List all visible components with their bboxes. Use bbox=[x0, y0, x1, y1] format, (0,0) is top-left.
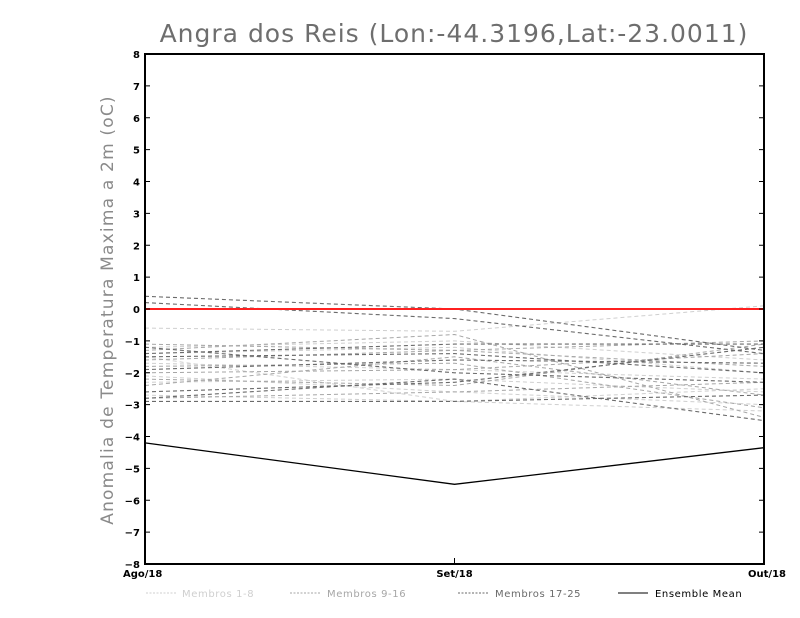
member-line-m14 bbox=[144, 333, 765, 418]
y-tick-label: 6 bbox=[133, 114, 140, 125]
y-tick-label: 4 bbox=[133, 178, 140, 189]
ensemble-mean-line bbox=[144, 442, 765, 485]
y-tick-label: −2 bbox=[125, 369, 140, 380]
x-tick-label: Set/18 bbox=[436, 569, 472, 580]
member-line-m17 bbox=[144, 295, 765, 351]
series-layer bbox=[144, 295, 765, 485]
member-line-m12 bbox=[144, 356, 765, 396]
member-line-m10 bbox=[144, 349, 765, 367]
member-line-m23 bbox=[144, 378, 765, 422]
member-line-m22 bbox=[145, 394, 765, 402]
y-tick-label: 1 bbox=[133, 273, 140, 284]
y-tick-label: 8 bbox=[133, 50, 140, 61]
member-line-m21 bbox=[144, 346, 765, 393]
y-tick-label: 5 bbox=[133, 146, 140, 157]
x-tick-label: Ago/18 bbox=[123, 569, 162, 580]
member-line-m7 bbox=[144, 356, 765, 412]
y-tick-label: −1 bbox=[125, 337, 140, 348]
member-line-m15 bbox=[144, 343, 765, 387]
legend-label-m17_25: Membros 17-25 bbox=[495, 589, 581, 600]
y-tick-label: 0 bbox=[133, 305, 140, 316]
y-tick-label: 3 bbox=[133, 209, 140, 220]
member-line-m13 bbox=[144, 381, 765, 399]
x-tick-label: Out/18 bbox=[748, 569, 786, 580]
member-line-m1 bbox=[144, 305, 765, 332]
member-line-m11 bbox=[144, 353, 765, 374]
y-tick-label: −4 bbox=[125, 433, 140, 444]
legend-label-m1_8: Membros 1-8 bbox=[182, 589, 254, 600]
member-line-m8 bbox=[144, 346, 765, 374]
y-tick-label: 2 bbox=[133, 241, 140, 252]
y-tick-label: −6 bbox=[125, 496, 140, 507]
y-tick-label: −7 bbox=[125, 528, 140, 539]
y-tick-label: 7 bbox=[133, 82, 140, 93]
member-line-m2 bbox=[144, 340, 765, 361]
member-line-m25 bbox=[144, 346, 765, 383]
legend-label-m9_16: Membros 9-16 bbox=[327, 589, 406, 600]
chart-title: Angra dos Reis (Lon:-44.3196,Lat:-23.001… bbox=[160, 19, 749, 48]
legend-label-mean: Ensemble Mean bbox=[655, 589, 742, 600]
y-tick-label: −5 bbox=[125, 464, 140, 475]
member-line-m24 bbox=[144, 359, 765, 371]
member-line-m16 bbox=[144, 362, 765, 409]
y-axis-label: Anomalia de Temperatura Maxima a 2m (oC) bbox=[98, 95, 118, 525]
y-tick-label: −8 bbox=[125, 560, 140, 571]
member-line-m18 bbox=[144, 302, 765, 355]
legend: Membros 1-8 Membros 9-16 Membros 17-25 Ense… bbox=[146, 589, 742, 600]
member-line-m20 bbox=[144, 353, 765, 374]
y-tick-label: −3 bbox=[125, 401, 140, 412]
member-line-m4 bbox=[144, 375, 765, 406]
member-line-m6 bbox=[144, 388, 765, 402]
member-line-m19 bbox=[144, 343, 764, 355]
